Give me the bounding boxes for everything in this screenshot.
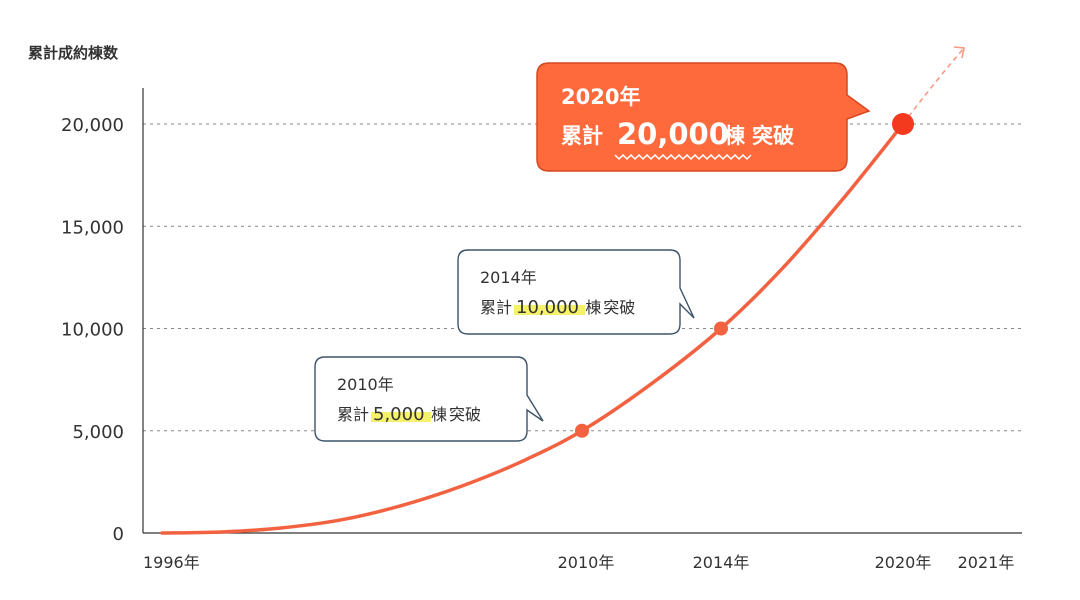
callouts-group: 2010年累計 5,000 棟突破2014年累計 10,000 棟突破2020年累計 20… bbox=[314, 62, 871, 442]
y-tick-label: 10,000 bbox=[61, 320, 124, 341]
callout-bubble bbox=[457, 249, 695, 335]
y-tick-label: 5,000 bbox=[72, 422, 124, 443]
callout-year: 2010年 bbox=[337, 375, 394, 394]
callout-2010: 2010年累計 5,000 棟突破 bbox=[314, 356, 544, 442]
callout-unit: 棟 bbox=[585, 298, 601, 317]
callout-prefix: 累計 bbox=[480, 298, 512, 317]
x-tick-label: 1996年 bbox=[143, 553, 200, 572]
callout-number: 20,000 bbox=[617, 117, 729, 151]
callout-suffix: 突破 bbox=[449, 405, 481, 424]
callout-number: 10,000 bbox=[516, 297, 579, 318]
callout-unit: 棟 bbox=[724, 124, 746, 148]
highlight-point bbox=[714, 321, 728, 336]
highlight-point bbox=[892, 113, 914, 135]
x-tick-label: 2020年 bbox=[875, 553, 932, 572]
projection-arrowhead bbox=[953, 46, 965, 59]
callout-2014: 2014年累計 10,000 棟突破 bbox=[457, 249, 695, 335]
callout-year: 2020年 bbox=[561, 85, 640, 109]
callout-year: 2014年 bbox=[480, 268, 537, 287]
y-tick-labels: 0 5,000 10,000 15,000 20,000 bbox=[61, 115, 124, 545]
y-tick-label: 20,000 bbox=[61, 115, 124, 136]
callout-prefix: 累計 bbox=[337, 405, 369, 424]
series-line bbox=[160, 122, 905, 535]
x-tick-label: 2021年 bbox=[958, 553, 1015, 572]
y-axis-label: 累計成約棟数 bbox=[28, 44, 119, 62]
callout-suffix: 突破 bbox=[603, 298, 635, 317]
callout-prefix: 累計 bbox=[561, 124, 603, 148]
wavy-underline bbox=[614, 153, 752, 161]
callout-bubble bbox=[314, 356, 544, 442]
series-group bbox=[160, 46, 965, 535]
y-tick-label: 0 bbox=[113, 524, 124, 545]
callout-bubble-large bbox=[536, 62, 871, 172]
number-highlight bbox=[371, 412, 431, 422]
y-tick-label: 15,000 bbox=[61, 217, 124, 238]
x-tick-label: 2010年 bbox=[558, 553, 615, 572]
callout-number: 5,000 bbox=[373, 404, 425, 425]
callout-suffix: 突破 bbox=[752, 124, 794, 148]
x-tick-label: 2014年 bbox=[693, 553, 750, 572]
x-tick-labels: 1996年 2010年 2014年 2020年 2021年 bbox=[143, 553, 1014, 572]
number-highlight bbox=[514, 305, 586, 315]
projection-line bbox=[902, 47, 965, 125]
callout-unit: 棟 bbox=[431, 405, 447, 424]
highlight-point bbox=[575, 423, 589, 438]
